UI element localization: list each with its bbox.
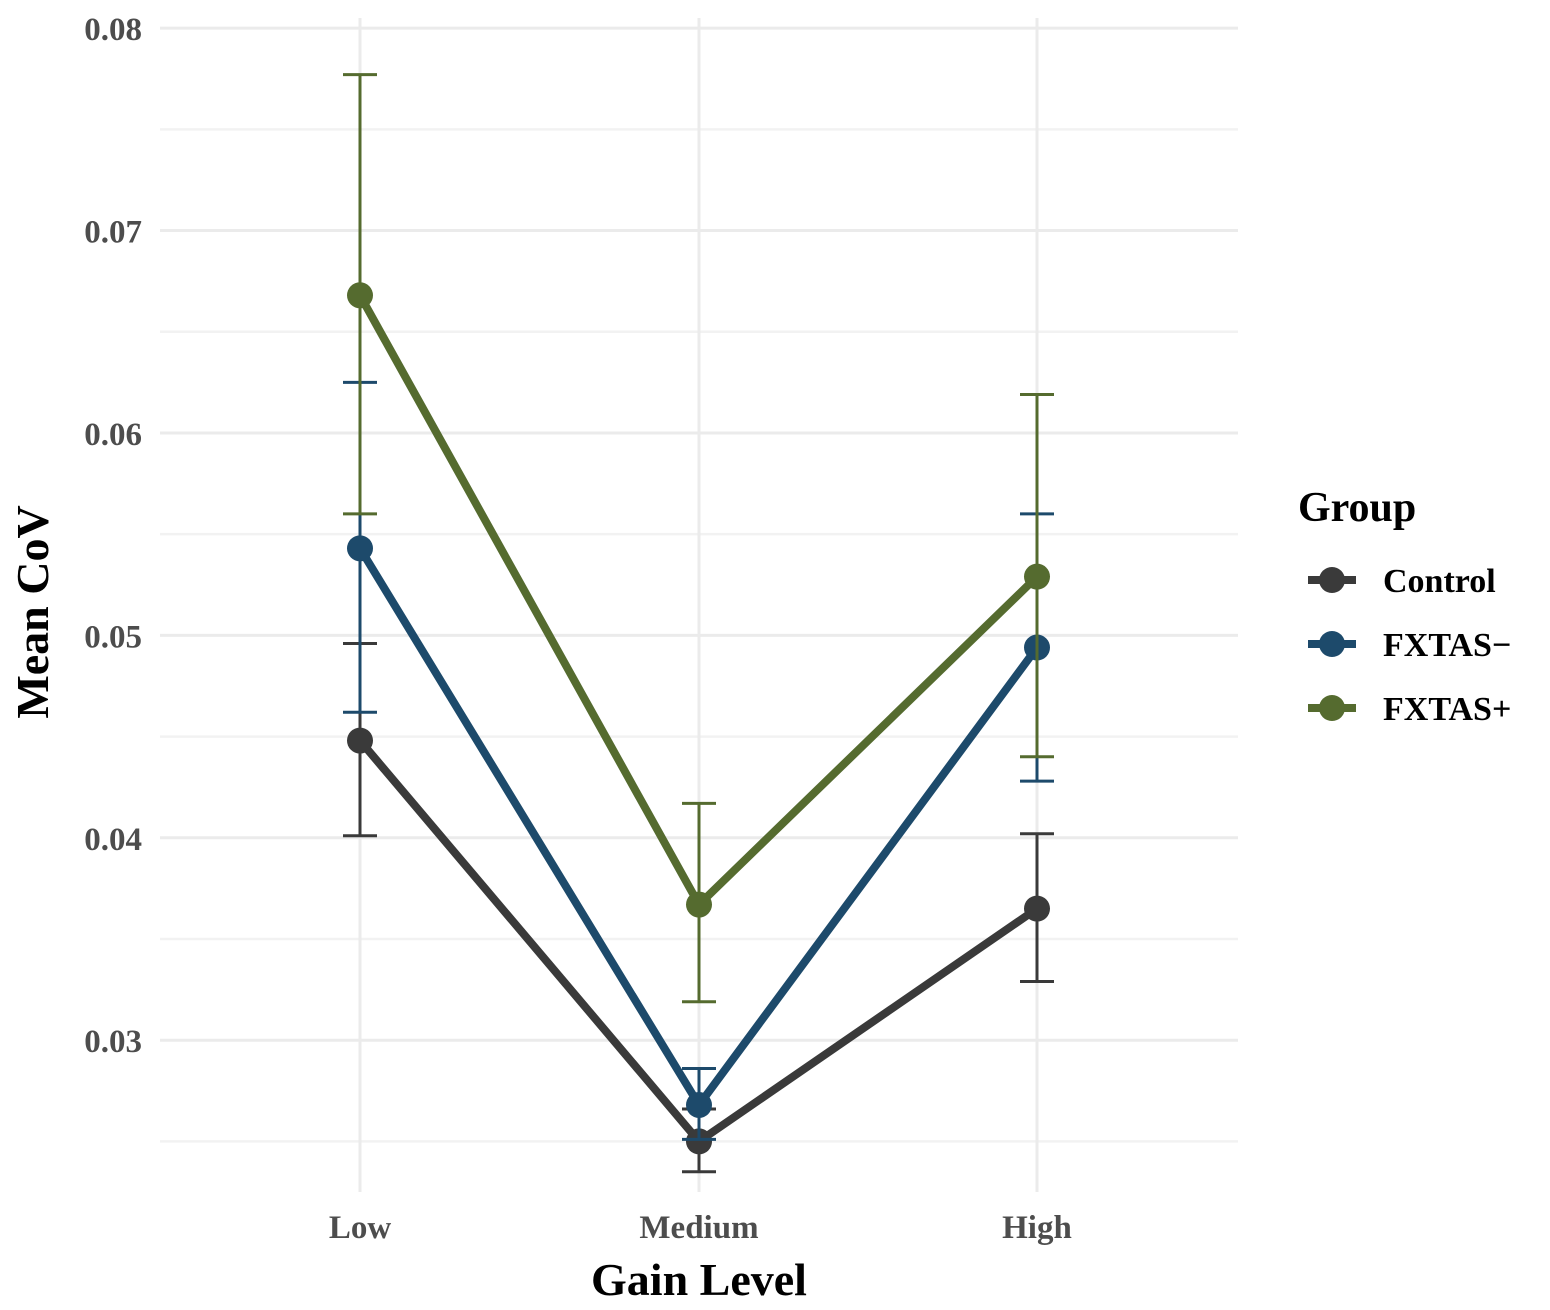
legend-key-point bbox=[1319, 631, 1345, 657]
data-point bbox=[686, 1128, 712, 1155]
y-axis-title: Mean CoV bbox=[7, 505, 58, 718]
series-fxtas- bbox=[343, 73, 1054, 1004]
y-tick-label: 0.03 bbox=[84, 1024, 142, 1060]
data-point bbox=[686, 1091, 712, 1118]
legend-label: Control bbox=[1383, 563, 1496, 600]
legend-title: Group bbox=[1298, 485, 1416, 531]
legend-label: FXTAS− bbox=[1383, 627, 1511, 664]
x-tick-label: High bbox=[1002, 1210, 1072, 1246]
gridlines bbox=[160, 18, 1238, 1192]
x-tick-label: Medium bbox=[639, 1210, 758, 1246]
data-point bbox=[686, 891, 712, 918]
y-tick-label: 0.06 bbox=[84, 417, 142, 453]
series-group bbox=[343, 73, 1054, 1174]
y-axis-ticks: 0.03 0.04 0.05 0.06 0.07 0.08 bbox=[84, 12, 142, 1060]
legend-items: Control FXTAS− FXTAS+ bbox=[1308, 563, 1511, 728]
data-point bbox=[347, 727, 373, 754]
y-tick-label: 0.07 bbox=[84, 215, 142, 251]
x-tick-label: Low bbox=[329, 1210, 392, 1246]
series-fxtas- bbox=[343, 380, 1054, 1141]
x-axis-title: Gain Level bbox=[591, 1254, 807, 1305]
y-tick-label: 0.08 bbox=[84, 12, 142, 48]
legend-item: FXTAS+ bbox=[1308, 691, 1511, 728]
legend-item: FXTAS− bbox=[1308, 627, 1511, 664]
data-point bbox=[347, 282, 373, 309]
data-point bbox=[1024, 563, 1050, 590]
data-point bbox=[1024, 895, 1050, 922]
legend-key-point bbox=[1319, 567, 1345, 593]
data-point bbox=[347, 535, 373, 562]
legend-label: FXTAS+ bbox=[1383, 691, 1511, 728]
legend: Group Control FXTAS− FXTAS+ bbox=[1298, 485, 1511, 728]
y-tick-label: 0.05 bbox=[84, 619, 142, 655]
legend-key-point bbox=[1319, 695, 1345, 721]
legend-item: Control bbox=[1308, 563, 1496, 600]
x-axis-ticks: Low Medium High bbox=[329, 1210, 1072, 1246]
y-tick-label: 0.04 bbox=[84, 822, 142, 858]
